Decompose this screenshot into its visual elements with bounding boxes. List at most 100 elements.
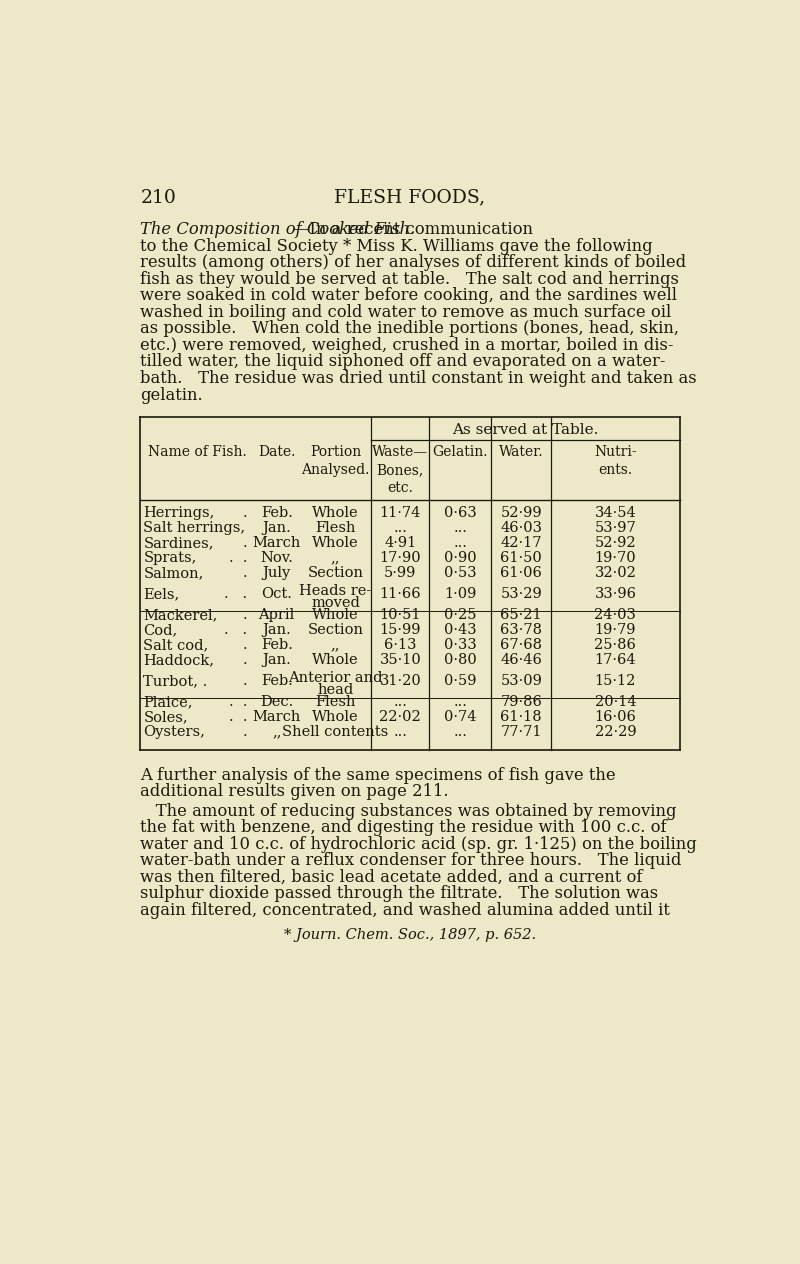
Text: 0·74: 0·74	[444, 710, 477, 724]
Text: ,,: ,,	[331, 551, 340, 565]
Text: head: head	[318, 683, 354, 696]
Text: Whole: Whole	[312, 536, 359, 550]
Text: * Journ. Chem. Soc., 1897, p. 652.: * Journ. Chem. Soc., 1897, p. 652.	[284, 928, 536, 942]
Text: Salmon,: Salmon,	[143, 566, 204, 580]
Text: 61·50: 61·50	[500, 551, 542, 565]
Text: The Composition of Cooked Fish.: The Composition of Cooked Fish.	[140, 221, 415, 238]
Text: A further analysis of the same specimens of fish gave the: A further analysis of the same specimens…	[140, 766, 616, 784]
Text: Whole: Whole	[312, 653, 359, 667]
Text: .: .	[242, 638, 247, 652]
Text: .   .: . .	[224, 623, 247, 637]
Text: Jan.: Jan.	[262, 623, 291, 637]
Text: 46·46: 46·46	[500, 653, 542, 667]
Text: .: .	[242, 506, 247, 520]
Text: ...: ...	[454, 726, 467, 739]
Text: .  .: . .	[229, 710, 247, 724]
Text: additional results given on page 211.: additional results given on page 211.	[140, 784, 449, 800]
Text: 22·29: 22·29	[594, 726, 636, 739]
Text: ...: ...	[454, 695, 467, 709]
Text: results (among others) of her analyses of different kinds of boiled: results (among others) of her analyses o…	[140, 254, 686, 270]
Text: 32·02: 32·02	[594, 566, 636, 580]
Text: gelatin.: gelatin.	[140, 387, 203, 403]
Text: Whole: Whole	[312, 608, 359, 622]
Text: Jan.: Jan.	[262, 653, 291, 667]
Text: 20·14: 20·14	[594, 695, 636, 709]
Text: .: .	[242, 608, 247, 622]
Text: Salt cod,: Salt cod,	[143, 638, 209, 652]
Text: ...: ...	[454, 536, 467, 550]
Text: 15·99: 15·99	[379, 623, 421, 637]
Text: 6·13: 6·13	[384, 638, 417, 652]
Text: 61·18: 61·18	[501, 710, 542, 724]
Text: FLESH FOODS,: FLESH FOODS,	[334, 188, 486, 206]
Text: Section: Section	[308, 623, 363, 637]
Text: 0·63: 0·63	[444, 506, 477, 520]
Text: Heads re-: Heads re-	[299, 584, 372, 598]
Text: 5·99: 5·99	[384, 566, 417, 580]
Text: Gelatin.: Gelatin.	[433, 445, 488, 459]
Text: 67·68: 67·68	[500, 638, 542, 652]
Text: Mackerel,: Mackerel,	[143, 608, 218, 622]
Text: Sprats,: Sprats,	[143, 551, 197, 565]
Text: were soaked in cold water before cooking, and the sardines well: were soaked in cold water before cooking…	[140, 287, 678, 305]
Text: Whole: Whole	[312, 710, 359, 724]
Text: 11·66: 11·66	[379, 586, 421, 602]
Text: was then filtered, basic lead acetate added, and a current of: was then filtered, basic lead acetate ad…	[140, 868, 643, 886]
Text: Water.: Water.	[499, 445, 543, 459]
Text: March: March	[253, 536, 301, 550]
Text: 10·51: 10·51	[379, 608, 421, 622]
Text: 0·90: 0·90	[444, 551, 477, 565]
Text: 0·53: 0·53	[444, 566, 477, 580]
Text: 19·70: 19·70	[594, 551, 636, 565]
Text: Dec.: Dec.	[260, 695, 294, 709]
Text: March: March	[253, 710, 301, 724]
Text: 52·99: 52·99	[501, 506, 542, 520]
Text: as possible.   When cold the inedible portions (bones, head, skin,: as possible. When cold the inedible port…	[140, 320, 679, 337]
Text: As served at Table.: As served at Table.	[452, 423, 598, 437]
Text: 33·96: 33·96	[594, 586, 636, 602]
Text: water and 10 c.c. of hydrochloric acid (sp. gr. 1·125) on the boiling: water and 10 c.c. of hydrochloric acid (…	[140, 836, 697, 853]
Text: to the Chemical Society * Miss K. Williams gave the following: to the Chemical Society * Miss K. Willia…	[140, 238, 653, 254]
Text: 53·97: 53·97	[594, 521, 636, 535]
Text: 35·10: 35·10	[379, 653, 421, 667]
Text: .: .	[242, 566, 247, 580]
Text: 65·21: 65·21	[501, 608, 542, 622]
Text: —In a recent communication: —In a recent communication	[293, 221, 533, 238]
Text: 53·29: 53·29	[500, 586, 542, 602]
Text: 4·91: 4·91	[384, 536, 417, 550]
Text: Flesh: Flesh	[315, 521, 356, 535]
Text: Whole: Whole	[312, 506, 359, 520]
Text: ...: ...	[454, 521, 467, 535]
Text: Date.: Date.	[258, 445, 295, 459]
Text: water-bath under a reflux condenser for three hours.   The liquid: water-bath under a reflux condenser for …	[140, 852, 682, 870]
Text: Oysters,: Oysters,	[143, 726, 206, 739]
Text: Nutri-
ents.: Nutri- ents.	[594, 445, 637, 477]
Text: .: .	[242, 726, 247, 739]
Text: Salt herrings,: Salt herrings,	[143, 521, 246, 535]
Text: Cod,: Cod,	[143, 623, 178, 637]
Text: ...: ...	[394, 695, 407, 709]
Text: 53·09: 53·09	[500, 674, 542, 688]
Text: .   .: . .	[224, 586, 247, 602]
Text: 0·80: 0·80	[444, 653, 477, 667]
Text: Shell contents: Shell contents	[282, 726, 389, 739]
Text: Herrings,: Herrings,	[143, 506, 214, 520]
Text: Haddock,: Haddock,	[143, 653, 214, 667]
Text: Turbot, .: Turbot, .	[143, 674, 208, 688]
Text: 17·64: 17·64	[594, 653, 636, 667]
Text: July: July	[262, 566, 291, 580]
Text: ,,: ,,	[331, 638, 340, 652]
Text: again filtered, concentrated, and washed alumina added until it: again filtered, concentrated, and washed…	[140, 902, 670, 919]
Text: Anterior and: Anterior and	[288, 671, 383, 685]
Text: 61·06: 61·06	[500, 566, 542, 580]
Text: 19·79: 19·79	[594, 623, 636, 637]
Text: .: .	[242, 674, 247, 688]
Text: 42·17: 42·17	[501, 536, 542, 550]
Text: bath.   The residue was dried until constant in weight and taken as: bath. The residue was dried until consta…	[140, 370, 697, 387]
Text: Eels,: Eels,	[143, 586, 180, 602]
Text: Soles,: Soles,	[143, 710, 188, 724]
Text: ...: ...	[394, 521, 407, 535]
Text: 17·90: 17·90	[379, 551, 421, 565]
Text: 1·09: 1·09	[444, 586, 477, 602]
Text: 0·43: 0·43	[444, 623, 477, 637]
